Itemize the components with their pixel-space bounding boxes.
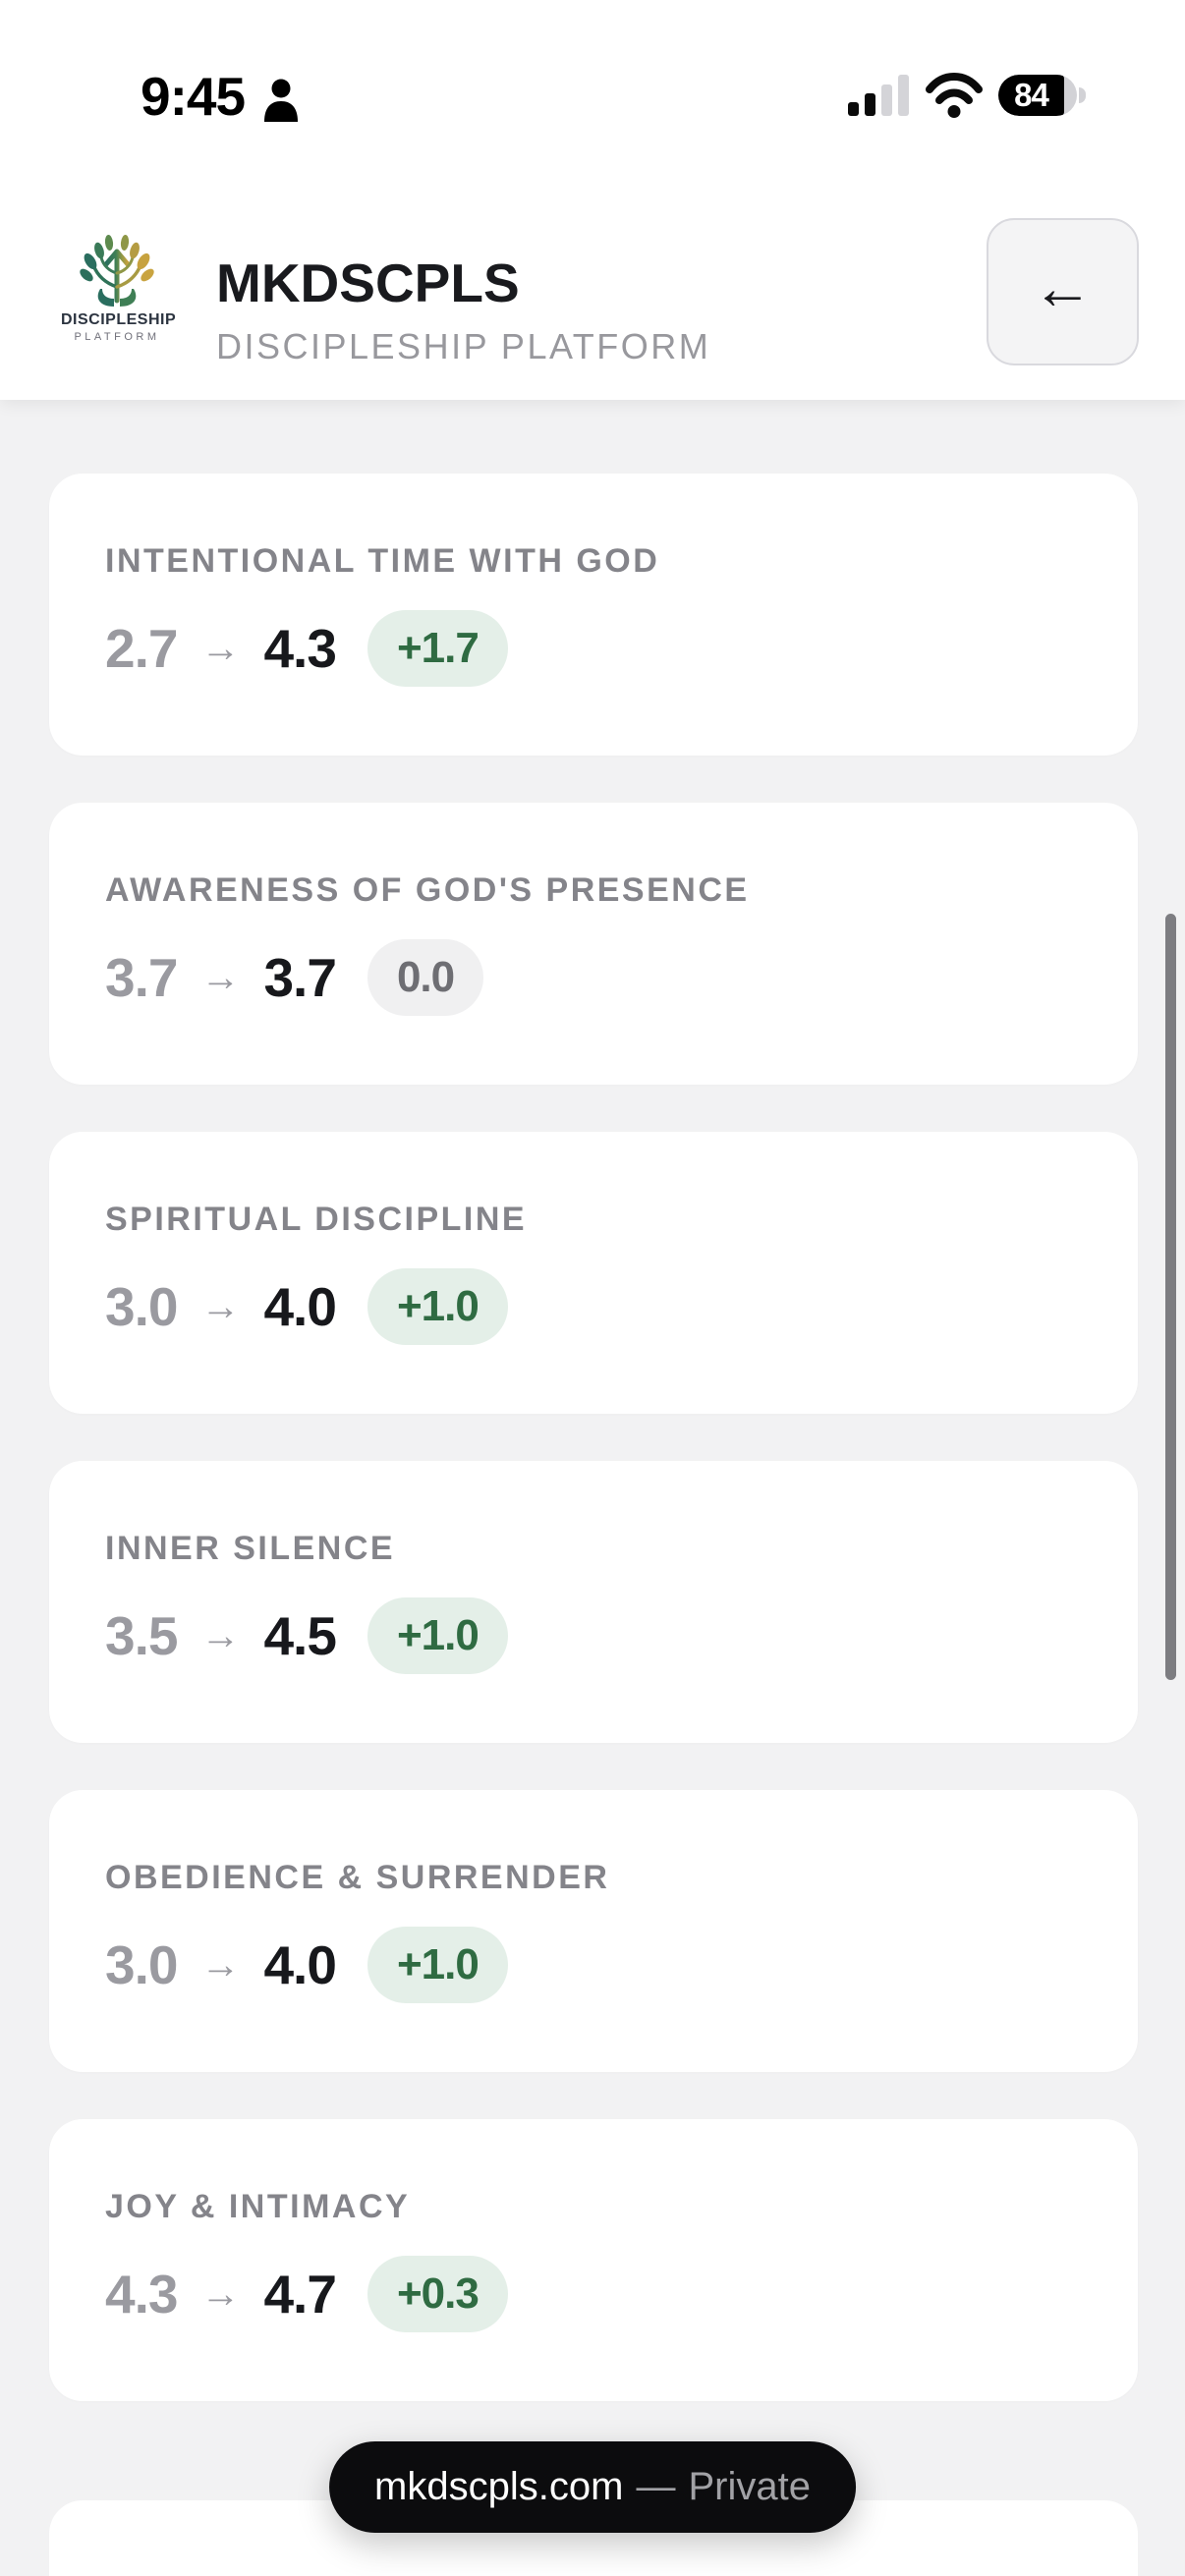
delta-badge: +1.0	[367, 1597, 508, 1674]
score-row: 3.5 → 4.5 +1.0	[105, 1597, 1082, 1674]
url-bar-pill[interactable]: mkdscpls.com — Private	[329, 2441, 856, 2533]
score-row: 3.0 → 4.0 +1.0	[105, 1268, 1082, 1345]
battery-icon: 84	[998, 75, 1077, 116]
back-arrow-icon: ←	[1032, 254, 1094, 322]
delta-badge: +0.3	[367, 2256, 508, 2332]
score-new: 4.3	[263, 618, 336, 679]
score-old: 2.7	[105, 618, 178, 679]
score-new: 4.7	[263, 2264, 336, 2324]
score-new: 4.0	[263, 1934, 336, 1995]
score-row: 3.0 → 4.0 +1.0	[105, 1927, 1082, 2003]
app-logo: DISCIPLESHIP PLATFORM	[61, 234, 177, 343]
app-header: 9:45 84	[0, 0, 1185, 400]
metric-card: SPIRITUAL DISCIPLINE 3.0 → 4.0 +1.0	[49, 1132, 1138, 1414]
url-privacy-label: Private	[688, 2465, 811, 2508]
score-row: 3.7 → 3.7 0.0	[105, 939, 1082, 1016]
arrow-right-glyph: →	[200, 1284, 241, 1328]
logo-line2: PLATFORM	[74, 331, 160, 343]
status-time: 9:45	[141, 66, 246, 127]
delta-badge: +1.0	[367, 1268, 508, 1345]
cards-list: INTENTIONAL TIME WITH GOD 2.7 → 4.3 +1.7…	[49, 474, 1138, 2448]
logo-tree-icon	[80, 235, 154, 307]
metric-card: OBEDIENCE & SURRENDER 3.0 → 4.0 +1.0	[49, 1790, 1138, 2072]
card-title: SPIRITUAL DISCIPLINE	[105, 1201, 528, 1238]
score-new: 4.0	[263, 1276, 336, 1337]
score-row: 2.7 → 4.3 +1.7	[105, 610, 1082, 687]
card-title: AWARENESS OF GOD'S PRESENCE	[105, 871, 750, 909]
score-new: 4.5	[263, 1605, 336, 1666]
delta-badge: 0.0	[367, 939, 484, 1016]
card-title: INTENTIONAL TIME WITH GOD	[105, 542, 660, 580]
delta-badge: +1.0	[367, 1927, 508, 2003]
logo-line1: DISCIPLESHIP	[61, 311, 177, 328]
score-new: 3.7	[263, 947, 336, 1008]
wifi-icon	[926, 73, 983, 118]
battery-tip	[1079, 87, 1086, 103]
url-separator: —	[636, 2465, 676, 2508]
metric-card: INNER SILENCE 3.5 → 4.5 +1.0	[49, 1461, 1138, 1743]
person-icon	[264, 79, 298, 122]
card-title: OBEDIENCE & SURRENDER	[105, 1859, 610, 1896]
page-subtitle: DISCIPLESHIP PLATFORM	[216, 326, 711, 366]
score-old: 3.5	[105, 1605, 178, 1666]
scrollbar-thumb[interactable]	[1165, 914, 1176, 1680]
metric-card: AWARENESS OF GOD'S PRESENCE 3.7 → 3.7 0.…	[49, 803, 1138, 1085]
card-title: INNER SILENCE	[105, 1530, 396, 1567]
arrow-right-glyph: →	[200, 1613, 241, 1657]
card-title: JOY & INTIMACY	[105, 2188, 411, 2225]
score-old: 3.7	[105, 947, 178, 1008]
arrow-right-glyph: →	[200, 2271, 241, 2316]
back-button[interactable]: ←	[987, 218, 1139, 365]
arrow-right-glyph: →	[200, 955, 241, 999]
arrow-right-glyph: →	[200, 1942, 241, 1987]
page-title: MKDSCPLS	[216, 252, 520, 313]
delta-badge: +1.7	[367, 610, 508, 687]
arrow-right-glyph: →	[200, 626, 241, 670]
score-old: 4.3	[105, 2264, 178, 2324]
battery-percent: 84	[1014, 77, 1049, 113]
cellular-signal-icon	[848, 75, 909, 116]
score-row: 4.3 → 4.7 +0.3	[105, 2256, 1082, 2332]
metric-card: INTENTIONAL TIME WITH GOD 2.7 → 4.3 +1.7	[49, 474, 1138, 756]
score-old: 3.0	[105, 1934, 178, 1995]
metric-card: JOY & INTIMACY 4.3 → 4.7 +0.3	[49, 2119, 1138, 2401]
battery-fill: 84	[998, 75, 1064, 116]
score-old: 3.0	[105, 1276, 178, 1337]
url-domain: mkdscpls.com	[374, 2465, 624, 2508]
